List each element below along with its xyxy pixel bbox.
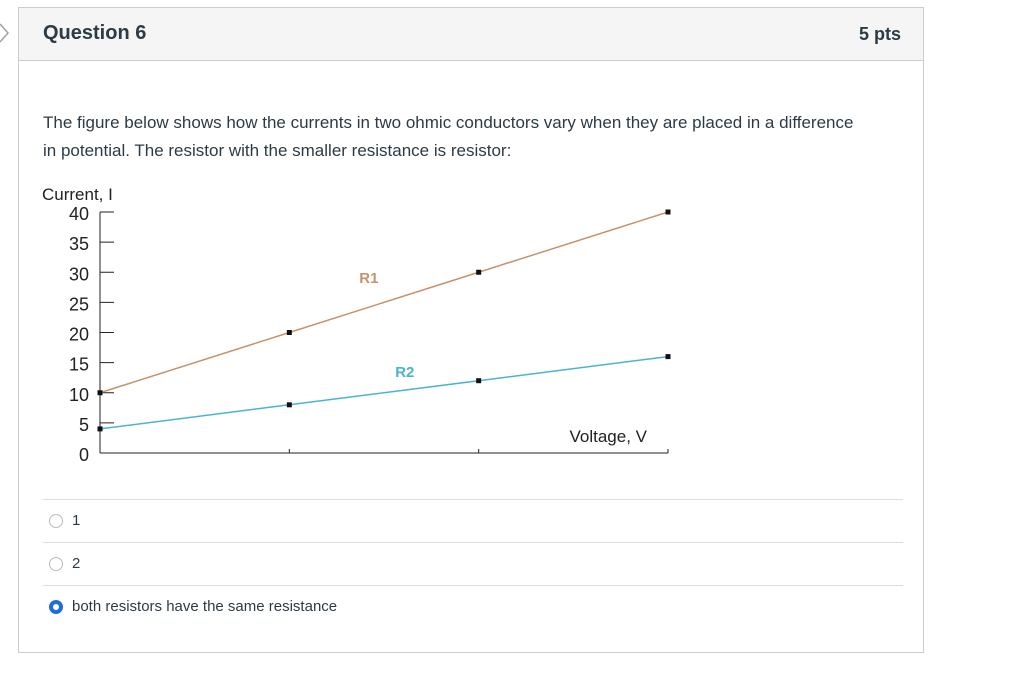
series-line-r1 <box>99 211 669 394</box>
question-points: 5 pts <box>858 24 901 44</box>
y-tick-label: 10 <box>69 385 89 405</box>
y-tick-label: 35 <box>69 234 89 254</box>
radio-button[interactable] <box>49 514 63 528</box>
question-header: Question 6 5 pts <box>19 8 923 61</box>
data-point <box>665 354 671 360</box>
y-tick-label: 40 <box>69 204 89 224</box>
data-point <box>476 378 482 384</box>
y-tick-label: 0 <box>79 445 89 465</box>
radio-button[interactable] <box>49 600 63 614</box>
data-point <box>476 269 482 275</box>
y-tick-label: 30 <box>69 264 89 284</box>
data-point <box>286 330 292 335</box>
question-card: Question 6 5 pts The figure below shows … <box>18 7 924 653</box>
answer-label: 2 <box>72 555 81 572</box>
question-title: Question 6 <box>43 22 147 44</box>
series-label-r1: R1 <box>359 270 378 287</box>
data-point <box>97 390 103 396</box>
answer-option-3[interactable]: both resistors have the same resistance <box>43 585 903 628</box>
current-voltage-chart: Current, I Voltage, V 40 35 30 25 20 15 10 5 0 R1… <box>42 185 671 465</box>
answer-list: 1 2 both resistors have the same resista… <box>43 499 903 628</box>
data-point <box>665 209 671 215</box>
data-point <box>97 426 103 432</box>
radio-button[interactable] <box>49 557 63 571</box>
data-point <box>286 402 292 408</box>
chevron-right-icon[interactable] <box>0 22 16 44</box>
series-label-r2: R2 <box>395 364 414 381</box>
question-text: The figure below shows how the currents … <box>43 113 854 160</box>
answer-option-1[interactable]: 1 <box>43 499 903 542</box>
series-line-r2 <box>99 355 669 430</box>
answer-label: both resistors have the same resistance <box>72 598 338 615</box>
y-tick-label: 5 <box>79 415 89 435</box>
x-axis-label: Voltage, V <box>569 427 647 446</box>
answer-option-2[interactable]: 2 <box>43 542 903 585</box>
answer-label: 1 <box>72 512 81 529</box>
y-tick-label: 20 <box>69 325 89 345</box>
y-tick-label: 25 <box>69 294 89 314</box>
y-tick-label: 15 <box>69 355 89 375</box>
y-axis-label: Current, I <box>42 185 113 204</box>
